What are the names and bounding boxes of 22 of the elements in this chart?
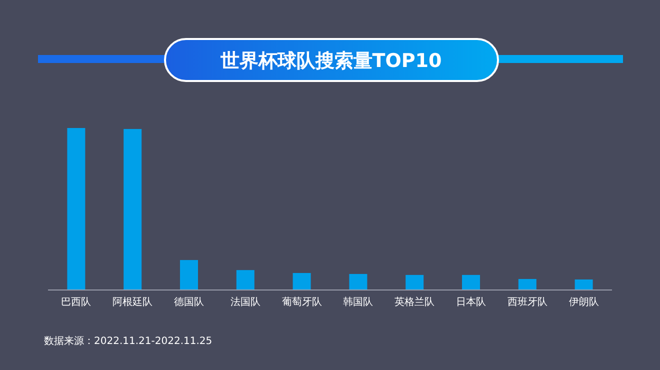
bar bbox=[406, 274, 424, 290]
x-tick-label: 葡萄牙队 bbox=[282, 296, 322, 308]
chart-title: 世界杯球队搜索量TOP10 bbox=[219, 50, 442, 72]
x-tick-label: 韩国队 bbox=[343, 296, 374, 308]
bar bbox=[292, 272, 311, 290]
x-tick-label: 阿根廷队 bbox=[112, 296, 153, 308]
source-note: 数据来源：2022.11.21-2022.11.25 bbox=[44, 335, 212, 347]
x-tick-label: 德国队 bbox=[174, 296, 204, 308]
bar bbox=[518, 278, 536, 290]
x-tick-label: 巴西队 bbox=[61, 296, 92, 308]
bar bbox=[67, 128, 86, 290]
x-tick-label: 伊朗队 bbox=[568, 296, 599, 308]
bar bbox=[349, 274, 368, 290]
x-tick-label: 法国队 bbox=[230, 296, 260, 308]
bar bbox=[462, 274, 480, 290]
x-tick-label: 英格兰队 bbox=[394, 296, 435, 308]
x-tick-label: 西班牙队 bbox=[507, 296, 548, 308]
bar bbox=[180, 260, 198, 290]
bar bbox=[124, 128, 142, 290]
bar bbox=[574, 279, 593, 290]
bar bbox=[236, 270, 254, 290]
x-tick-label: 日本队 bbox=[456, 296, 486, 308]
